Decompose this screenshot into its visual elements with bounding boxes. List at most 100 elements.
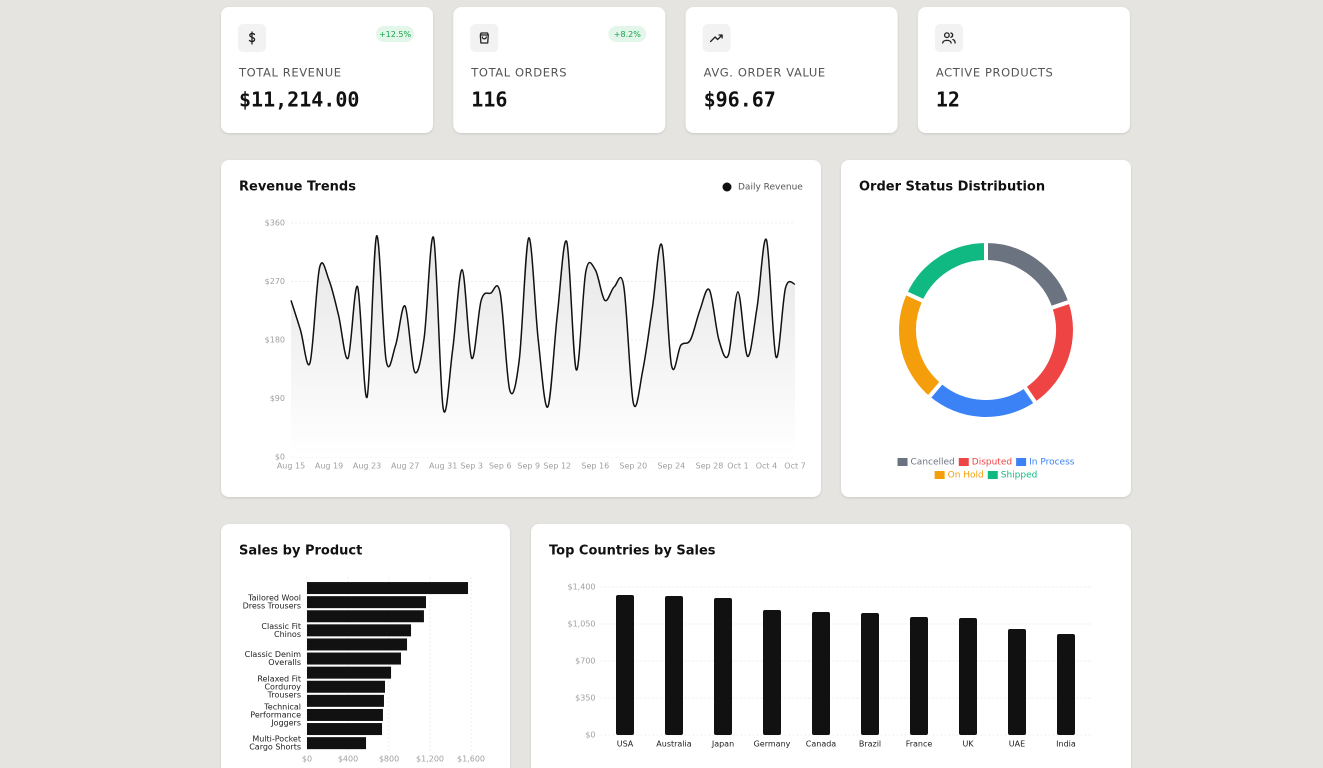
bar bbox=[1057, 634, 1075, 735]
y-tick-label: Chinos bbox=[274, 630, 301, 639]
line bbox=[290, 235, 796, 413]
y-tick-label: Cargo Shorts bbox=[249, 743, 301, 752]
y-tick-label: Multi-Pocket bbox=[252, 735, 301, 744]
chart-title: Top Countries by Sales bbox=[549, 544, 716, 559]
stat-value: $96.67 bbox=[704, 88, 776, 112]
y-tick-label: $180 bbox=[265, 336, 285, 345]
x-tick-label: Sep 12 bbox=[543, 462, 571, 471]
y-tick-label: $1,400 bbox=[568, 583, 596, 592]
x-tick-label: Sep 6 bbox=[489, 462, 512, 471]
y-tick-label: $0 bbox=[585, 731, 595, 740]
icon bbox=[709, 34, 723, 43]
stat-label: TOTAL ORDERS bbox=[470, 66, 567, 80]
bar bbox=[307, 680, 386, 693]
bar bbox=[307, 666, 392, 679]
change-text: +12.5% bbox=[379, 30, 412, 39]
chart-title: Revenue Trends bbox=[239, 180, 356, 195]
legend-label: Disputed bbox=[972, 458, 1012, 468]
stat-value: $11,214.00 bbox=[239, 88, 359, 112]
y-tick-label: $0 bbox=[275, 453, 285, 462]
x-tick-label: Sep 28 bbox=[696, 462, 724, 471]
x-tick-label: Australia bbox=[656, 740, 691, 749]
y-tick-label: Classic Denim bbox=[245, 650, 302, 659]
bar bbox=[616, 595, 634, 735]
bar bbox=[307, 737, 367, 750]
legend-swatch bbox=[958, 458, 969, 466]
y-tick-label: Joggers bbox=[270, 718, 301, 727]
x-tick-label: USA bbox=[617, 740, 634, 749]
chart-title: Order Status Distribution bbox=[859, 180, 1045, 195]
bar bbox=[1008, 628, 1026, 735]
y-tick-label: $270 bbox=[265, 277, 285, 286]
bar bbox=[307, 708, 383, 721]
y-tick-label: $350 bbox=[575, 694, 595, 703]
x-tick-label: Brazil bbox=[859, 740, 881, 749]
stat-value: 12 bbox=[936, 88, 960, 112]
stat-cards: +12.5% TOTAL REVENUE $11,214.00 +8.2% TOTAL … bbox=[221, 7, 1130, 133]
x-tick-label: Sep 24 bbox=[657, 462, 685, 471]
y-tick-label: Tailored Wool bbox=[247, 594, 301, 603]
x-tick-label: Oct 4 bbox=[756, 462, 777, 471]
x-tick-label: Sep 9 bbox=[517, 462, 540, 471]
bar bbox=[307, 596, 427, 609]
y-tick-label: Relaxed Fit bbox=[257, 674, 301, 683]
legend-label: In Process bbox=[1029, 458, 1075, 468]
x-tick-label: Japan bbox=[711, 740, 734, 749]
y-tick-label: Trousers bbox=[267, 690, 301, 699]
y-tick-label: Classic Fit bbox=[261, 622, 301, 631]
y-tick-label: Overalls bbox=[268, 658, 301, 667]
slice bbox=[902, 238, 988, 305]
x-tick-label: France bbox=[906, 740, 933, 749]
x-tick-label: $400 bbox=[338, 755, 358, 764]
x-tick-label: Sep 20 bbox=[619, 462, 647, 471]
y-tick-label: $700 bbox=[575, 657, 595, 666]
y-tick-label: Dress Trousers bbox=[243, 602, 301, 611]
legend-swatch bbox=[1016, 458, 1027, 466]
bar bbox=[307, 638, 408, 651]
legend-marker bbox=[722, 182, 732, 192]
x-tick-label: $1,600 bbox=[457, 755, 485, 764]
change-pill bbox=[608, 26, 647, 42]
x-tick-label: Sep 16 bbox=[581, 462, 609, 471]
icon-box bbox=[470, 24, 499, 52]
bar bbox=[763, 610, 781, 735]
charts: Revenue Trends $0 $90 $180 $270 $360 Aug 15 Aug… bbox=[239, 180, 1091, 764]
x-tick-label: Aug 19 bbox=[315, 462, 343, 471]
icon-box bbox=[934, 24, 963, 52]
stat-value: 116 bbox=[471, 88, 507, 112]
stat-label: TOTAL REVENUE bbox=[238, 66, 342, 80]
x-tick-label: Aug 31 bbox=[429, 462, 457, 471]
y-tick-label: Corduroy bbox=[264, 682, 301, 691]
x-tick-label: $0 bbox=[302, 755, 312, 764]
change-text: +8.2% bbox=[614, 30, 641, 39]
x-tick-label: Aug 27 bbox=[391, 462, 419, 471]
icon bbox=[942, 32, 956, 44]
bar bbox=[910, 617, 928, 735]
stat-label: ACTIVE PRODUCTS bbox=[936, 66, 1054, 80]
y-tick-label: $1,050 bbox=[568, 620, 596, 629]
card bbox=[917, 7, 1130, 133]
y-tick-label: Technical bbox=[263, 702, 301, 711]
bar bbox=[665, 595, 683, 735]
x-tick-label: Oct 7 bbox=[784, 462, 805, 471]
x-tick-label: Aug 15 bbox=[277, 462, 305, 471]
bar bbox=[307, 582, 469, 595]
legend-label: Cancelled bbox=[911, 458, 955, 468]
x-tick-label: UK bbox=[962, 740, 974, 749]
legend-label: On Hold bbox=[948, 471, 984, 481]
stat-label: AVG. ORDER VALUE bbox=[704, 66, 826, 80]
icon bbox=[248, 31, 256, 45]
area bbox=[291, 235, 795, 457]
legend-swatch bbox=[987, 471, 998, 479]
y-tick-label: $90 bbox=[270, 394, 285, 403]
bar bbox=[861, 613, 879, 735]
legend-swatch bbox=[934, 471, 945, 479]
change-pill bbox=[376, 26, 414, 42]
card bbox=[841, 160, 1131, 497]
y-tick-label: $360 bbox=[265, 219, 285, 228]
bar bbox=[714, 597, 732, 735]
bar bbox=[307, 652, 401, 665]
bar bbox=[307, 723, 383, 736]
